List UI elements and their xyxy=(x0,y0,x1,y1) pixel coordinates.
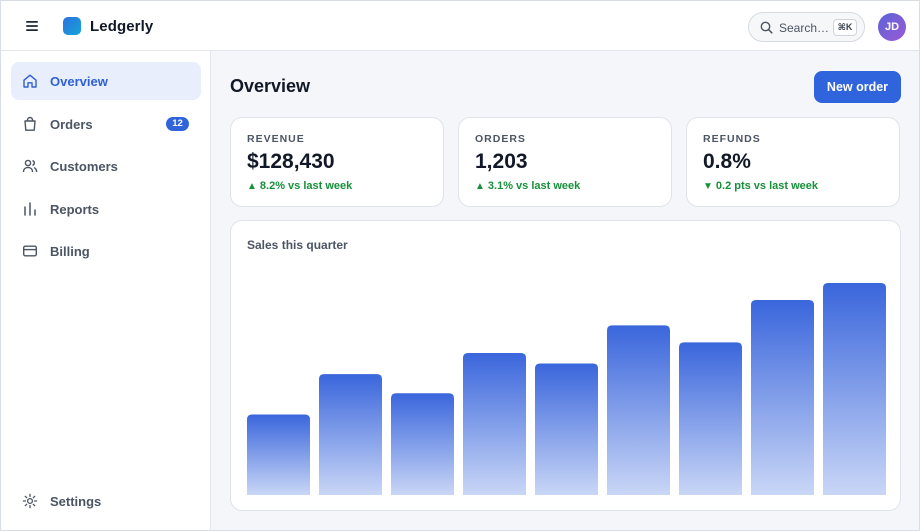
search-input[interactable]: Search… ⌘K xyxy=(748,12,865,42)
chart-bar xyxy=(463,352,526,495)
chart-bar xyxy=(679,342,742,495)
orders-count-badge: 12 xyxy=(166,117,189,131)
chart-bar xyxy=(391,393,454,495)
chart-bar xyxy=(319,374,382,495)
chart-bar xyxy=(607,325,670,495)
sidebar: Overview Orders 12 Customers xyxy=(1,51,211,530)
chart-title: Sales this quarter xyxy=(247,238,348,252)
top-bar: Ledgerly Search… ⌘K JD xyxy=(1,1,919,51)
kpi-value: 1,203 xyxy=(475,150,528,173)
sidebar-item-label: Reports xyxy=(50,202,100,217)
kpi-delta: ▼ 0.2 pts vs last week xyxy=(703,180,818,192)
chart-bar xyxy=(535,363,598,495)
chart-bar xyxy=(751,299,814,495)
new-order-button[interactable]: New order xyxy=(814,71,901,103)
card-icon xyxy=(22,243,38,259)
users-icon xyxy=(22,158,38,174)
kpi-label: REVENUE xyxy=(247,133,305,145)
sidebar-item-orders[interactable]: Orders 12 xyxy=(11,105,201,143)
kpi-delta-text: 8.2% vs last week xyxy=(259,180,353,192)
sidebar-item-label: Orders xyxy=(50,117,93,132)
logo-icon xyxy=(63,17,81,35)
page-title: Overview xyxy=(230,76,311,96)
hamburger-menu-icon[interactable] xyxy=(21,15,43,37)
sidebar-item-customers[interactable]: Customers xyxy=(11,147,201,185)
sales-chart-card: Sales this quarter xyxy=(230,220,901,511)
brand-name: Ledgerly xyxy=(90,18,154,35)
sidebar-item-label: Overview xyxy=(50,74,108,89)
chart-bar xyxy=(823,283,886,495)
bar-chart-icon xyxy=(22,201,38,217)
trend-up-icon: ▲ xyxy=(247,181,257,192)
sidebar-item-settings[interactable]: Settings xyxy=(11,482,201,520)
kpi-label: REFUNDS xyxy=(703,133,761,145)
sales-bar-chart xyxy=(247,283,886,495)
sidebar-item-overview[interactable]: Overview xyxy=(11,62,201,100)
search-icon xyxy=(760,21,773,34)
sidebar-item-label: Settings xyxy=(50,494,102,509)
kpi-card-revenue: REVENUE $128,430 ▲ 8.2% vs last week xyxy=(230,117,444,207)
chart-bar xyxy=(247,414,310,495)
trend-down-icon: ▼ xyxy=(703,181,713,192)
kpi-delta: ▲ 8.2% vs last week xyxy=(247,180,352,192)
kpi-delta-text: 0.2 pts vs last week xyxy=(715,180,819,192)
bag-icon xyxy=(22,116,38,132)
gear-icon xyxy=(22,493,38,509)
sidebar-item-reports[interactable]: Reports xyxy=(11,190,201,228)
kpi-value: $128,430 xyxy=(247,150,335,173)
kpi-delta-text: 3.1% vs last week xyxy=(487,180,581,192)
shortcut-hint: ⌘K xyxy=(833,19,857,36)
kpi-delta: ▲ 3.1% vs last week xyxy=(475,180,580,192)
kpi-card-orders: ORDERS 1,203 ▲ 3.1% vs last week xyxy=(458,117,672,207)
home-icon xyxy=(22,73,38,89)
kpi-card-refunds: REFUNDS 0.8% ▼ 0.2 pts vs last week xyxy=(686,117,900,207)
sidebar-item-label: Billing xyxy=(50,244,90,259)
sidebar-item-billing[interactable]: Billing xyxy=(11,232,201,270)
sidebar-item-label: Customers xyxy=(50,159,118,174)
kpi-label: ORDERS xyxy=(475,133,526,145)
search-placeholder: Search… xyxy=(779,21,830,35)
avatar[interactable]: JD xyxy=(878,13,906,41)
kpi-value: 0.8% xyxy=(703,150,751,173)
trend-up-icon: ▲ xyxy=(475,181,485,192)
